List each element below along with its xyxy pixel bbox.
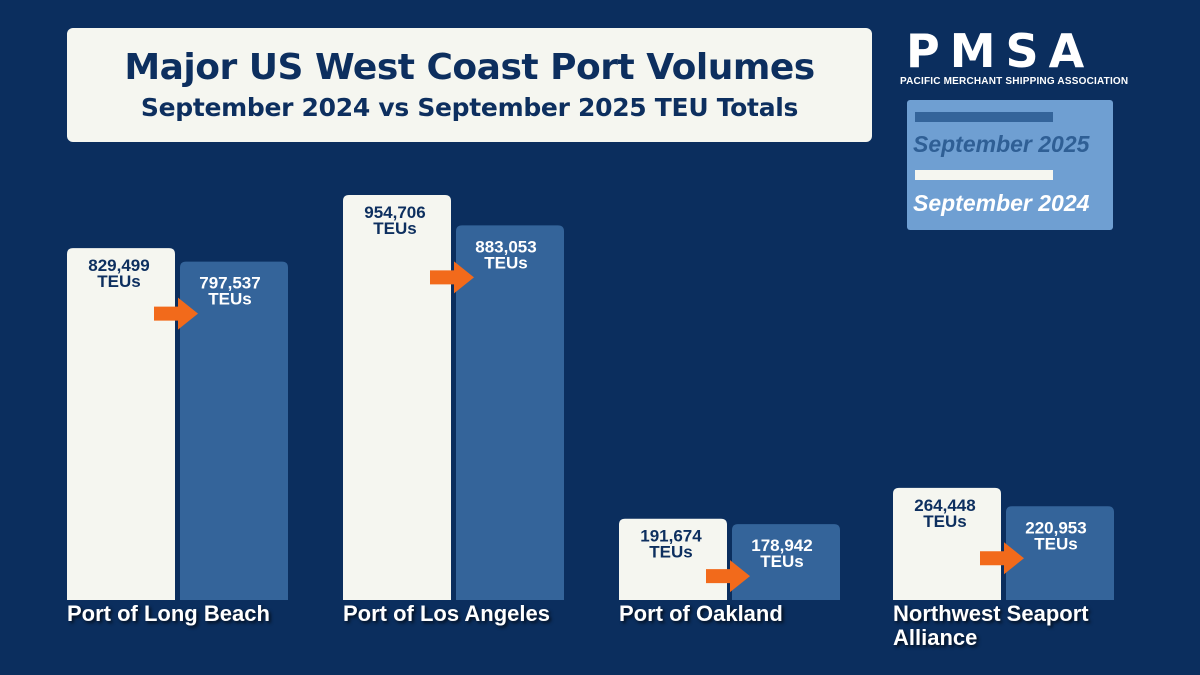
chart-title: Major US West Coast Port Volumes	[124, 47, 815, 88]
bar-2025-northwest-seaport-alliance	[1006, 506, 1114, 600]
bar-2025-port-of-oakland	[732, 524, 840, 600]
title-box: Major US West Coast Port Volumes Septemb…	[67, 28, 872, 142]
category-label-northwest-seaport-alliance: Northwest Seaport Alliance	[893, 601, 1089, 650]
pmsa-logo: PMSA PACIFIC MERCHANT SHIPPING ASSOCIATI…	[900, 28, 1135, 88]
category-label-port-of-long-beach: Port of Long Beach	[67, 601, 270, 626]
legend: September 2025 September 2024	[907, 100, 1113, 230]
value-label-2024-northwest-seaport-alliance: 264,448 TEUs	[914, 496, 975, 531]
change-arrow-port-of-long-beach	[154, 297, 198, 330]
change-arrow-northwest-seaport-alliance	[980, 542, 1024, 575]
bar-2025-port-of-long-beach	[180, 261, 288, 600]
category-label-port-of-los-angeles: Port of Los Angeles	[343, 601, 550, 626]
bar-2024-northwest-seaport-alliance	[893, 487, 1001, 600]
chart-subtitle: September 2024 vs September 2025 TEU Tot…	[140, 93, 799, 122]
value-label-2024-port-of-long-beach: 829,499 TEUs	[88, 256, 149, 291]
legend-label-2024: September 2024	[913, 190, 1090, 216]
change-arrow-port-of-oakland	[706, 560, 750, 593]
value-label-2024-port-of-oakland: 191,674 TEUs	[640, 527, 702, 562]
logo-tagline: PACIFIC MERCHANT SHIPPING ASSOCIATION	[900, 76, 1129, 87]
value-label-2025-northwest-seaport-alliance: 220,953 TEUs	[1025, 518, 1086, 553]
value-label-2025-port-of-long-beach: 797,537 TEUs	[199, 274, 260, 309]
legend-label-2025: September 2025	[913, 131, 1090, 157]
logo-wordmark: PMSA	[906, 24, 1095, 78]
bar-2024-port-of-oakland	[619, 518, 727, 600]
bar-2025-port-of-los-angeles	[456, 225, 564, 600]
bar-2024-port-of-long-beach	[67, 248, 175, 600]
value-label-2025-port-of-oakland: 178,942 TEUs	[751, 536, 812, 571]
legend-swatch-2025	[915, 112, 1053, 122]
legend-swatch-2024	[915, 170, 1053, 180]
bar-2024-port-of-los-angeles	[343, 195, 451, 600]
value-label-2024-port-of-los-angeles: 954,706 TEUs	[364, 203, 425, 238]
value-label-2025-port-of-los-angeles: 883,053 TEUs	[475, 237, 536, 272]
change-arrow-port-of-los-angeles	[430, 261, 474, 294]
category-label-port-of-oakland: Port of Oakland	[619, 601, 783, 626]
